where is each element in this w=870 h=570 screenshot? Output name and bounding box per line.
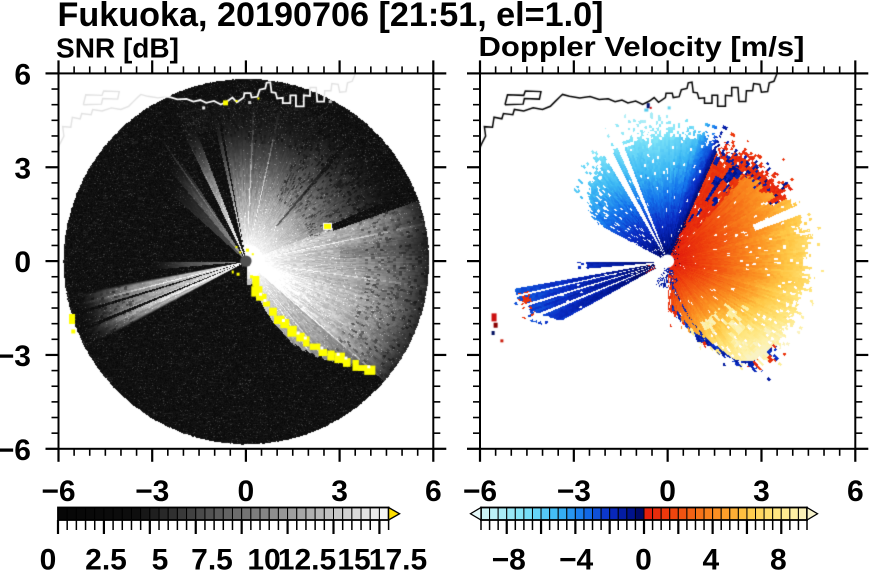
svg-text:12.5: 12.5 bbox=[278, 544, 336, 570]
svg-text:0: 0 bbox=[635, 544, 652, 570]
svg-text:7.5: 7.5 bbox=[191, 544, 233, 570]
svg-text:Fukuoka, 20190706 [21:51, el=1: Fukuoka, 20190706 [21:51, el=1.0] bbox=[58, 0, 604, 34]
svg-text:3: 3 bbox=[14, 152, 31, 185]
svg-text:0: 0 bbox=[659, 475, 676, 508]
svg-text:6: 6 bbox=[847, 475, 864, 508]
svg-text:3: 3 bbox=[753, 475, 770, 508]
svg-text:0: 0 bbox=[238, 475, 255, 508]
svg-text:−3: −3 bbox=[0, 340, 31, 373]
svg-text:SNR [dB]: SNR [dB] bbox=[56, 33, 179, 64]
svg-text:0: 0 bbox=[40, 544, 57, 570]
svg-text:10: 10 bbox=[247, 544, 280, 570]
svg-text:−3: −3 bbox=[557, 475, 591, 508]
svg-text:−4: −4 bbox=[559, 544, 594, 570]
svg-text:17.5: 17.5 bbox=[369, 544, 427, 570]
svg-text:15: 15 bbox=[337, 544, 370, 570]
svg-text:5: 5 bbox=[152, 544, 169, 570]
svg-text:−6: −6 bbox=[41, 475, 75, 508]
svg-text:−8: −8 bbox=[492, 544, 526, 570]
svg-text:−6: −6 bbox=[0, 434, 31, 467]
svg-text:4: 4 bbox=[703, 544, 720, 570]
svg-text:6: 6 bbox=[14, 58, 31, 91]
svg-text:8: 8 bbox=[770, 544, 787, 570]
svg-text:−3: −3 bbox=[135, 475, 169, 508]
svg-text:6: 6 bbox=[425, 475, 442, 508]
svg-text:−6: −6 bbox=[463, 475, 497, 508]
svg-text:0: 0 bbox=[14, 246, 31, 279]
svg-text:Doppler Velocity [m/s]: Doppler Velocity [m/s] bbox=[479, 31, 805, 62]
svg-text:3: 3 bbox=[331, 475, 348, 508]
svg-text:2.5: 2.5 bbox=[85, 544, 127, 570]
